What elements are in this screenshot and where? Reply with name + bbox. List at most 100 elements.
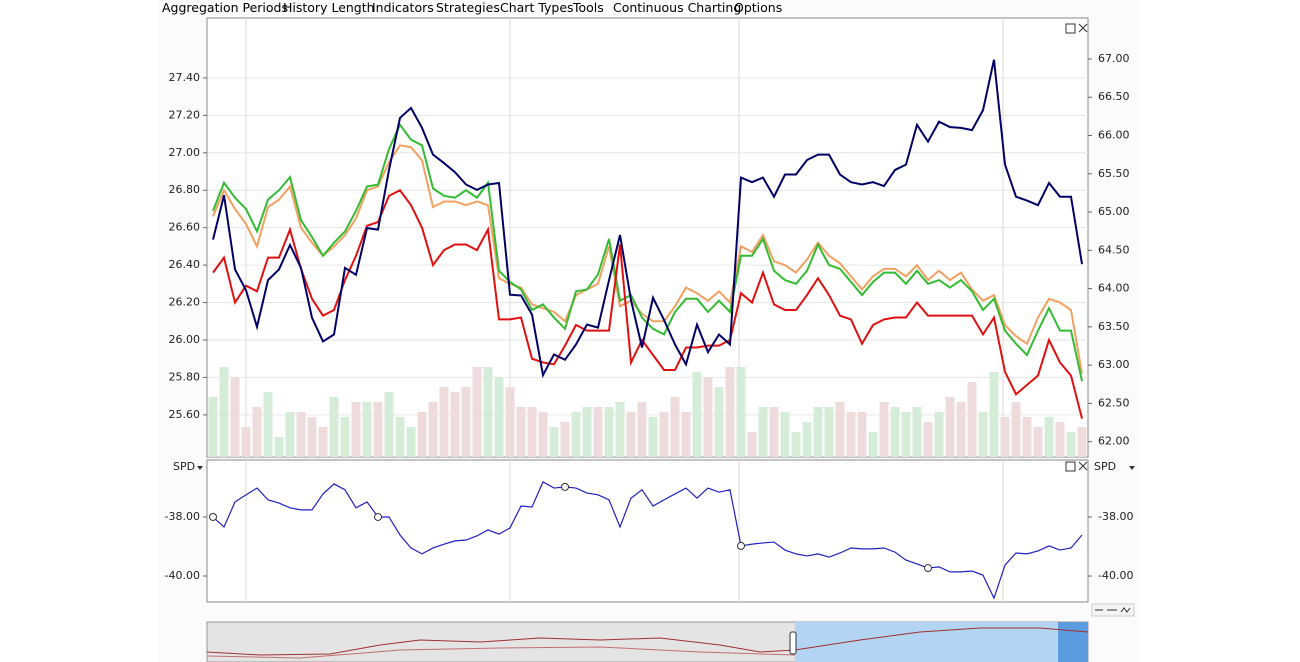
volume-bar: [835, 402, 845, 457]
signal-marker: [561, 482, 569, 491]
navigator[interactable]: [206, 621, 1089, 662]
volume-bar: [901, 412, 911, 457]
volume-bar: [912, 407, 922, 457]
volume-bar: [593, 407, 603, 457]
signal-marker: [924, 564, 932, 573]
zoom-buttons[interactable]: [1091, 603, 1135, 617]
y2-tick-label: 66.50: [1098, 90, 1130, 103]
menu-item[interactable]: History Length: [283, 0, 375, 15]
menu-item[interactable]: Chart Types: [500, 0, 574, 15]
volume-bar: [890, 407, 900, 457]
volume-bar: [725, 367, 735, 457]
volume-bar: [670, 397, 680, 457]
volume-bar: [1022, 417, 1032, 457]
volume-bar: [384, 392, 394, 457]
volume-bar: [296, 412, 306, 457]
volume-bar: [868, 432, 878, 457]
menu-item[interactable]: Tools: [573, 0, 604, 15]
volume-bar: [681, 412, 691, 457]
menu-item[interactable]: Strategies: [436, 0, 500, 15]
volume-bar: [747, 432, 757, 457]
volume-bar: [263, 392, 273, 457]
volume-bar: [703, 377, 713, 457]
volume-bar: [1044, 417, 1054, 457]
volume-bar: [1055, 422, 1065, 457]
volume-bar: [1011, 402, 1021, 457]
volume-bar: [373, 402, 383, 457]
y2-tick-label: 65.00: [1098, 205, 1130, 218]
volume-bar: [362, 402, 372, 457]
volume-bar: [571, 412, 581, 457]
volume-bar: [692, 372, 702, 457]
y-tick-label: 26.60: [169, 221, 201, 234]
volume-bar: [1000, 417, 1010, 457]
volume-bar: [395, 417, 405, 457]
volume-bar: [406, 427, 416, 457]
y-tick-label-right: -38.00: [1098, 510, 1133, 523]
signal-marker: [209, 512, 217, 521]
volume-bar: [813, 407, 823, 457]
volume-bar: [241, 427, 251, 457]
y2-tick-label: 63.50: [1098, 320, 1130, 333]
y-tick-label: 26.00: [169, 333, 201, 346]
volume-bar: [846, 412, 856, 457]
y-tick-label: 26.80: [169, 183, 201, 196]
volume-bar: [824, 407, 834, 457]
y2-tick-label: 66.00: [1098, 129, 1130, 142]
y-tick-label: 26.40: [169, 258, 201, 271]
volume-bar: [527, 407, 537, 457]
volume-bar: [989, 372, 999, 457]
y2-tick-label: 67.00: [1098, 52, 1130, 65]
menu-item[interactable]: Indicators: [372, 0, 434, 15]
signal-marker: [737, 541, 745, 550]
y-tick-label: 26.20: [169, 296, 201, 309]
volume-bar: [340, 417, 350, 457]
volume-bar: [428, 402, 438, 457]
volume-bar: [758, 407, 768, 457]
volume-bar: [857, 412, 867, 457]
volume-bar: [307, 417, 317, 457]
volume-bar: [1033, 427, 1043, 457]
volume-bar: [659, 412, 669, 457]
volume-bar: [494, 377, 504, 457]
volume-bar: [934, 412, 944, 457]
line-series: [212, 480, 1083, 600]
volume-bar: [285, 412, 295, 457]
y2-tick-label: 62.50: [1098, 396, 1130, 409]
panel-label: SPD: [173, 460, 195, 473]
volume-bar: [1066, 432, 1076, 457]
volume-bar: [516, 407, 526, 457]
volume-bar: [791, 432, 801, 457]
volume-bar: [560, 422, 570, 457]
menu-item[interactable]: Continuous Charting: [613, 0, 742, 15]
volume-bar: [450, 392, 460, 457]
y-tick-label: 27.00: [169, 146, 201, 159]
volume-bar: [538, 412, 548, 457]
volume-bar: [274, 437, 284, 457]
volume-bar: [648, 417, 658, 457]
menu-item[interactable]: Aggregation Periods: [162, 0, 288, 15]
volume-bar: [945, 397, 955, 457]
menu-item[interactable]: Options: [734, 0, 783, 15]
line-series: [212, 188, 1083, 419]
volume-bar: [230, 377, 240, 457]
y-tick-label: 25.60: [169, 408, 201, 421]
volume-bar: [461, 387, 471, 457]
volume-bar: [615, 402, 625, 457]
y-tick-label: -40.00: [165, 569, 200, 582]
volume-bar: [351, 402, 361, 457]
volume-bar: [769, 407, 779, 457]
y2-tick-label: 63.00: [1098, 358, 1130, 371]
panel-buttons[interactable]: [1065, 23, 1088, 472]
main-panel: [206, 17, 1089, 458]
y-tick-label: 27.40: [169, 71, 201, 84]
volume-bar: [439, 387, 449, 457]
volume-bar: [483, 367, 493, 457]
y-tick-label: 25.80: [169, 370, 201, 383]
y-tick-label: -38.00: [165, 510, 200, 523]
y2-tick-label: 62.00: [1098, 435, 1130, 448]
volume-bar: [219, 367, 229, 457]
volume-bar: [923, 422, 933, 457]
volume-bar: [956, 402, 966, 457]
